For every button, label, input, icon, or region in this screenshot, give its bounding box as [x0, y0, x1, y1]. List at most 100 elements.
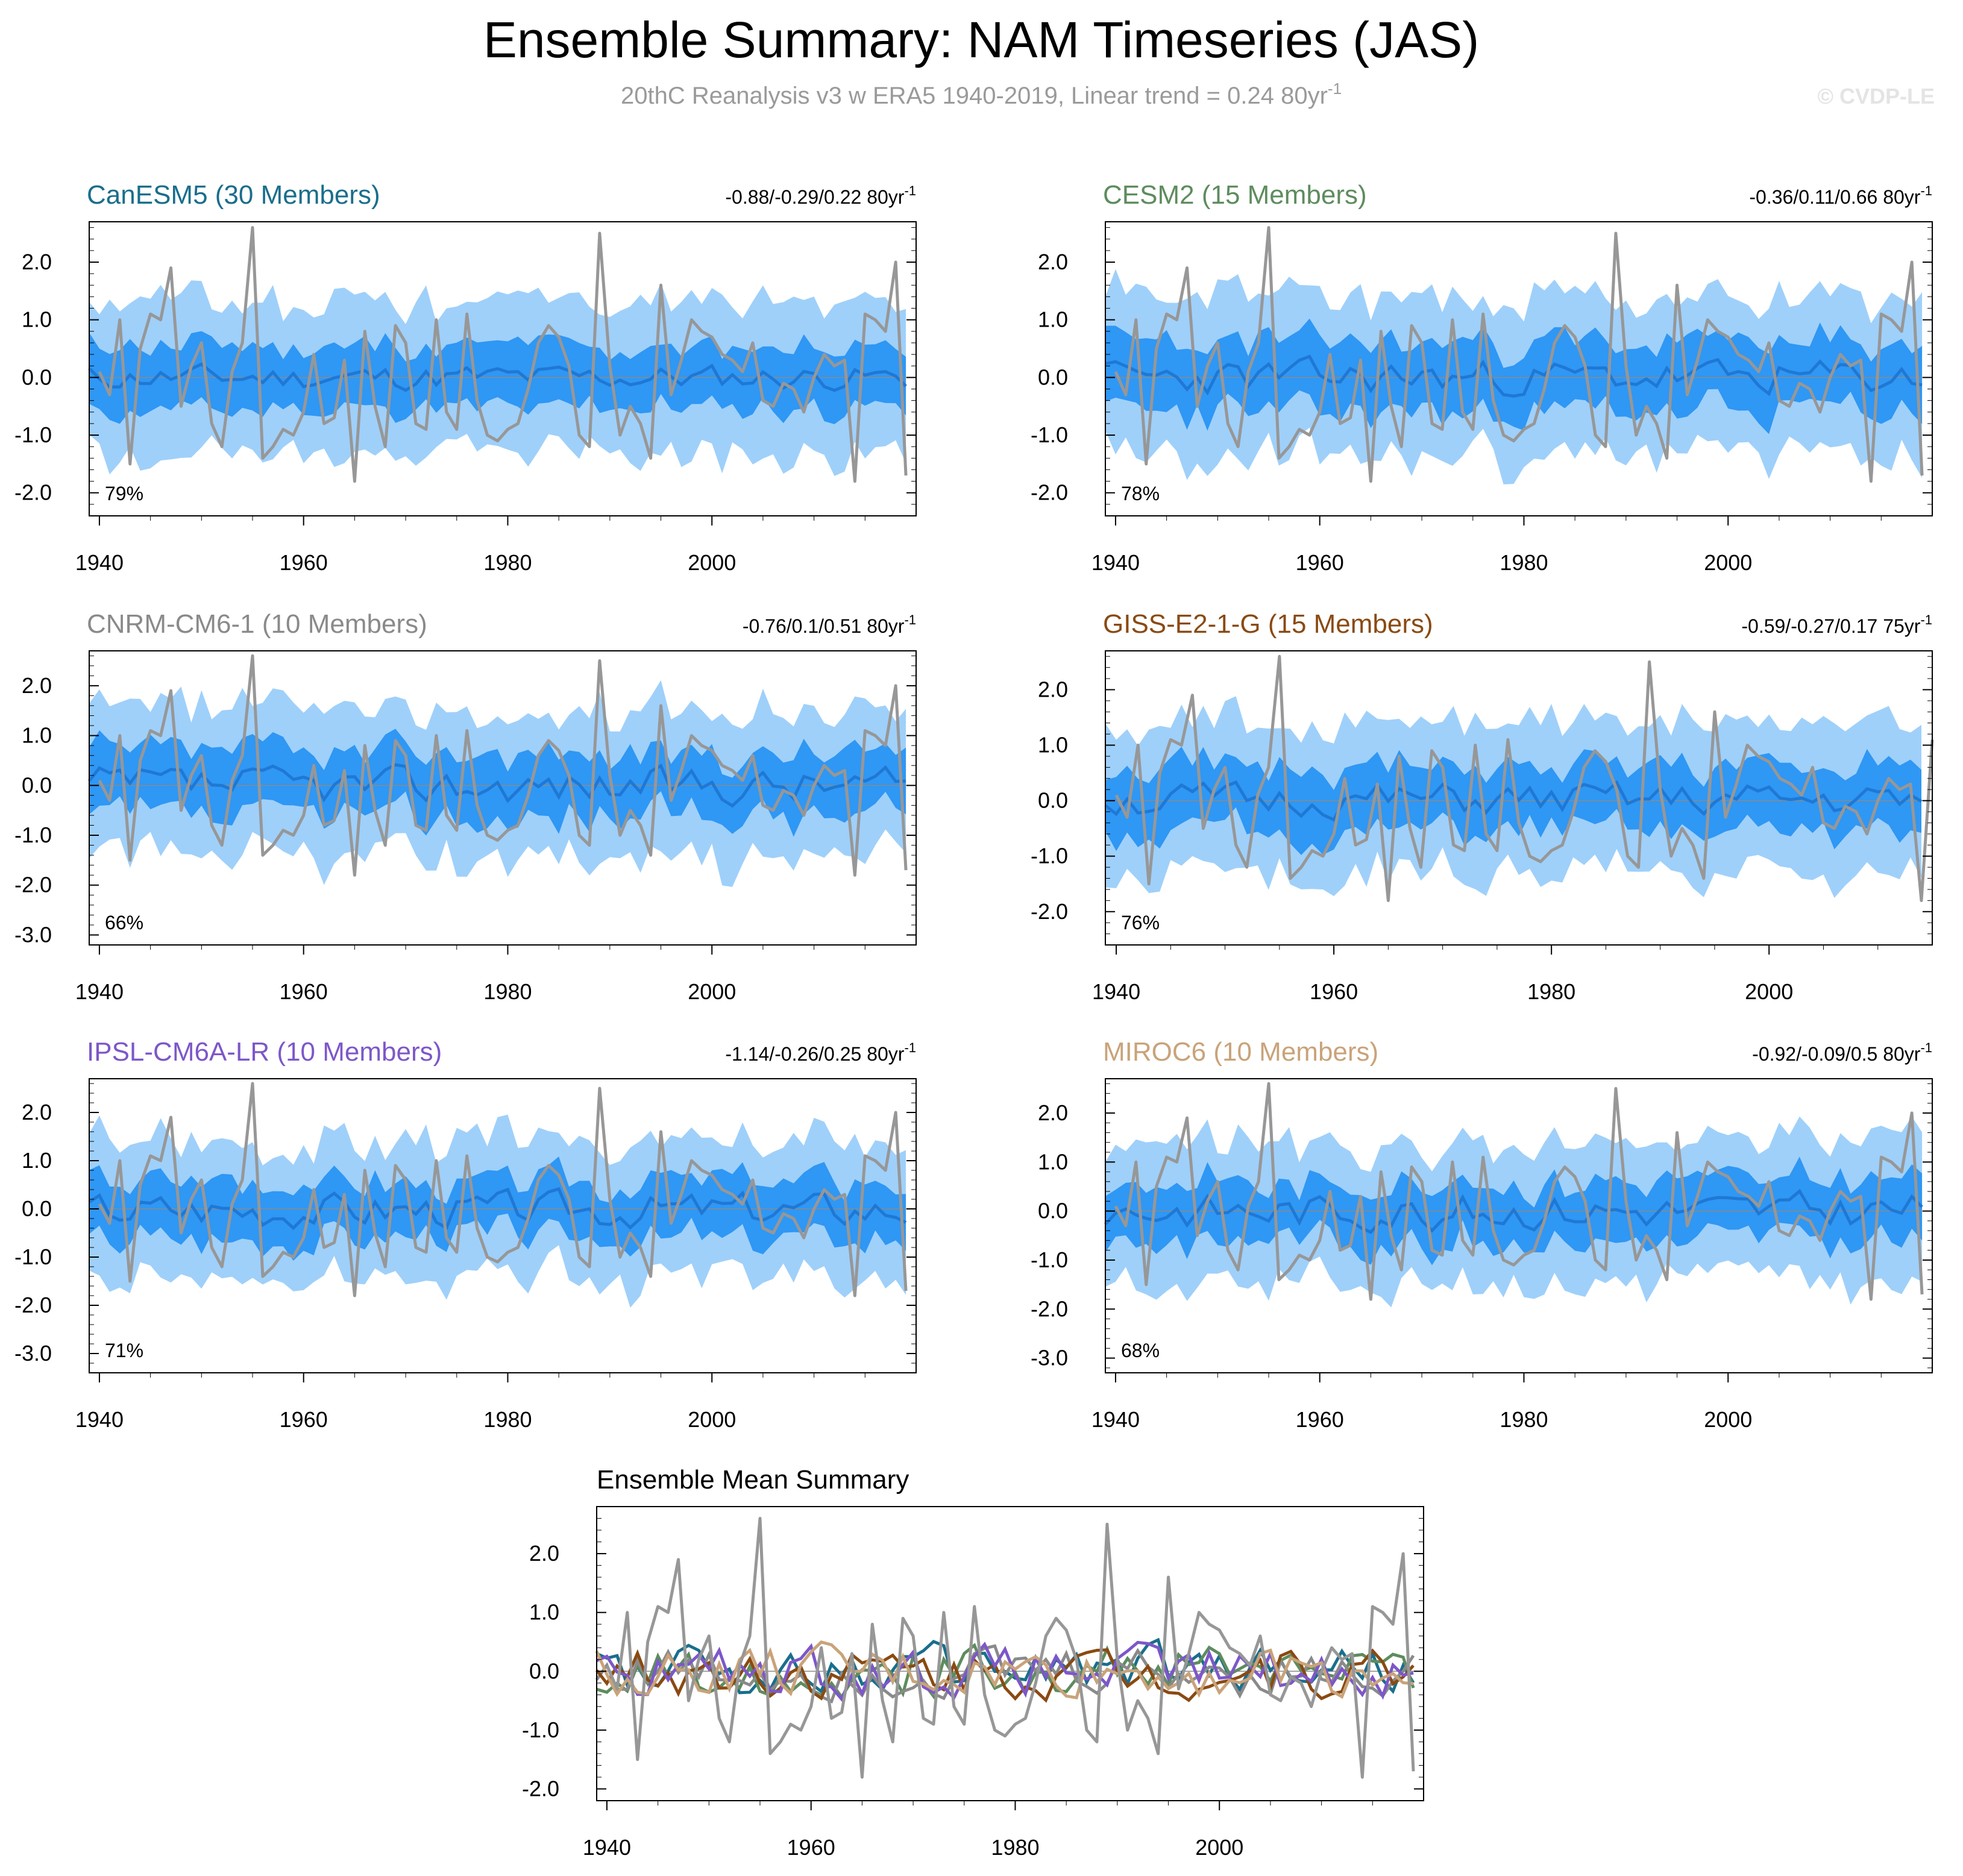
x-tick-label: 1960 — [1296, 1407, 1344, 1432]
x-tick-label: 2000 — [688, 979, 736, 1004]
observed-series-line — [605, 1517, 1415, 1779]
panel-title: MIROC6 (10 Members) — [1103, 1037, 1378, 1067]
observed-series-line — [98, 226, 908, 483]
y-tick-label: 1.0 — [1038, 1149, 1068, 1174]
y-tick-label: 1.0 — [529, 1600, 559, 1625]
y-tick-label: -3.0 — [14, 1341, 52, 1366]
y-tick-label: -1.0 — [14, 823, 52, 847]
panel-trend-stats: -0.59/-0.27/0.17 75yr-1 — [1741, 612, 1932, 637]
y-tick-label: -1.0 — [14, 422, 52, 447]
y-tick-label: -1.0 — [1031, 1247, 1068, 1272]
y-tick-label: 1.0 — [1038, 307, 1068, 332]
x-tick-label: 2000 — [1704, 550, 1752, 575]
x-tick-label: 2000 — [688, 1407, 736, 1432]
y-tick-label: -2.0 — [1031, 1296, 1068, 1321]
y-tick-label: -2.0 — [1031, 480, 1068, 505]
panel-percent-label: 79% — [105, 483, 143, 504]
y-tick-label: 1.0 — [22, 307, 52, 332]
ensemble-mean-line — [1104, 780, 1923, 822]
y-tick-label: 0.0 — [1038, 365, 1068, 389]
ensemble-mean-line — [88, 1187, 907, 1231]
y-tick-label: 0.0 — [22, 1196, 52, 1221]
panel-trend-stats: -0.36/0.11/0.66 80yr-1 — [1749, 183, 1932, 208]
x-tick-label: 1980 — [991, 1835, 1039, 1860]
y-tick-label: -2.0 — [522, 1776, 559, 1801]
x-tick-label: 1940 — [75, 979, 124, 1004]
y-tick-label: 2.0 — [529, 1541, 559, 1566]
y-tick-label: 0.0 — [1038, 1199, 1068, 1223]
x-tick-label: 2000 — [1195, 1835, 1243, 1860]
x-tick-label: 1940 — [583, 1835, 631, 1860]
ensemble-mean-line — [1104, 1188, 1923, 1234]
plot-frame — [89, 650, 917, 946]
panel-percent-label: 78% — [1121, 483, 1160, 504]
x-tick-label: 2000 — [688, 550, 736, 575]
panel-title: IPSL-CM6A-LR (10 Members) — [87, 1037, 442, 1067]
y-tick-label: -3.0 — [1031, 1346, 1068, 1370]
figure-title: Ensemble Summary: NAM Timeseries (JAS) — [483, 11, 1479, 68]
panel-percent-label: 68% — [1121, 1340, 1160, 1361]
plot-frame — [1105, 650, 1933, 946]
plot-frame — [1105, 221, 1933, 516]
observed-series-line — [1114, 654, 1934, 902]
y-tick-label: 0.0 — [1038, 788, 1068, 813]
y-tick-label: 1.0 — [22, 1148, 52, 1173]
y-tick-label: -1.0 — [522, 1718, 559, 1742]
panels: CanESM5 (30 Members) -0.88/-0.29/0.22 80y… — [14, 180, 1934, 1860]
panel-3: GISS-E2-1-G (15 Members) -0.59/-0.27/0.17… — [1031, 609, 1934, 1004]
x-tick-label: 1960 — [280, 1407, 328, 1432]
y-tick-label: -2.0 — [1031, 899, 1068, 924]
panel-trend-stats: -0.92/-0.09/0.5 80yr-1 — [1752, 1040, 1932, 1065]
y-tick-label: 2.0 — [22, 249, 52, 274]
y-tick-label: 1.0 — [22, 723, 52, 748]
ensemble-mean-series-5 — [595, 1640, 1414, 1700]
panel-title: CESM2 (15 Members) — [1103, 180, 1367, 210]
x-tick-label: 1960 — [1310, 979, 1358, 1004]
y-tick-label: 0.0 — [22, 365, 52, 389]
plot-frame — [89, 221, 917, 516]
plot-frame — [1105, 1078, 1933, 1373]
panel-5: MIROC6 (10 Members) -0.92/-0.09/0.5 80yr-… — [1031, 1037, 1933, 1432]
y-tick-label: -1.0 — [1031, 422, 1068, 447]
x-tick-label: 1960 — [280, 550, 328, 575]
ensemble-mean-line — [1105, 354, 1923, 398]
y-tick-label: 0.0 — [529, 1658, 559, 1683]
x-tick-label: 1980 — [1500, 1407, 1548, 1432]
x-tick-label: 1960 — [1296, 550, 1344, 575]
observed-series-line — [98, 1082, 908, 1297]
x-tick-label: 1940 — [1092, 979, 1140, 1004]
observed-series-line — [1114, 1082, 1924, 1301]
x-tick-label: 1940 — [75, 550, 124, 575]
panel-percent-label: 71% — [105, 1340, 143, 1361]
panel-trend-stats: -0.88/-0.29/0.22 80yr-1 — [725, 183, 916, 208]
y-tick-label: 0.0 — [22, 773, 52, 797]
x-tick-label: 1980 — [483, 1407, 532, 1432]
y-tick-label: 1.0 — [1038, 733, 1068, 758]
y-tick-label: 2.0 — [22, 1100, 52, 1125]
panel-1: CESM2 (15 Members) -0.36/0.11/0.66 80yr-1… — [1031, 180, 1933, 575]
observed-series-line — [1114, 226, 1924, 483]
y-tick-label: -2.0 — [14, 873, 52, 897]
x-tick-label: 1980 — [1527, 979, 1575, 1004]
y-tick-label: -1.0 — [1031, 844, 1068, 868]
panel-percent-label: 66% — [105, 912, 143, 933]
x-tick-label: 1940 — [1091, 1407, 1140, 1432]
x-tick-label: 1940 — [1091, 550, 1140, 575]
y-tick-label: 2.0 — [1038, 249, 1068, 274]
x-tick-label: 2000 — [1745, 979, 1793, 1004]
observed-series-line — [98, 654, 908, 877]
y-tick-label: -2.0 — [14, 1293, 52, 1317]
ensemble-inner-spread-band — [1105, 318, 1923, 434]
ensemble-mean-line — [88, 362, 907, 392]
figure-subtitle: 20thC Reanalysis v3 w ERA5 1940-2019, Li… — [621, 80, 1342, 109]
plot-frame — [596, 1506, 1424, 1801]
plot-frame — [89, 1078, 917, 1373]
panel-0: CanESM5 (30 Members) -0.88/-0.29/0.22 80y… — [14, 180, 917, 575]
ensemble-mean-line — [88, 763, 906, 808]
panel-title: Ensemble Mean Summary — [597, 1465, 909, 1495]
x-tick-label: 1980 — [1500, 550, 1548, 575]
panel-trend-stats: -1.14/-0.26/0.25 80yr-1 — [725, 1040, 916, 1065]
watermark: © CVDP-LE — [1817, 84, 1935, 108]
x-tick-label: 1980 — [483, 550, 532, 575]
